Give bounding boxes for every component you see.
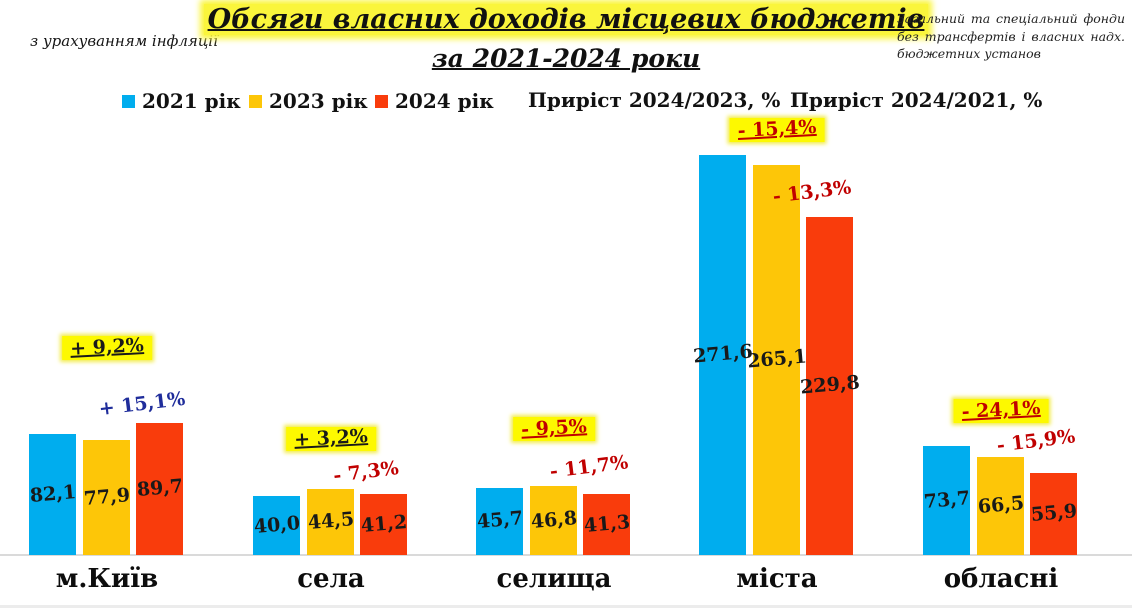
legend-swatch-1: [122, 94, 135, 108]
bar-series2-group3: [530, 486, 577, 555]
bar-series1-group3: [476, 487, 523, 555]
annotation-2024-2023-group1: + 15,1%: [97, 387, 186, 421]
legend-item-2: 2023 рік: [249, 89, 368, 113]
legend-label-1: 2021 рік: [142, 89, 241, 113]
annotation-2024-2023-group5: - 15,9%: [995, 424, 1076, 457]
note-funds: Загальний та спеціальний фонди без транс…: [897, 11, 1125, 61]
annotation-2024-2023-group2: - 7,3%: [331, 457, 400, 488]
bar-series1-group5: [923, 446, 970, 555]
legend-swatch-2: [249, 94, 262, 108]
chart-title: Обсяги власних доходів місцевих бюджетів…: [0, 3, 1132, 73]
category-label-group1: м.Київ: [55, 564, 159, 594]
bar-value-series3-group1: 89,7: [135, 474, 184, 501]
growth-2024-2021-header: Приріст 2024/2021, %: [790, 88, 1043, 112]
bar-series3-group5: [1030, 472, 1077, 555]
bar-series2-group4: [753, 164, 800, 555]
legend-item-3: 2024 рік: [375, 89, 494, 113]
x-axis-baseline: [0, 554, 1132, 556]
bar-series1-group1: [29, 434, 76, 555]
annotation-2024-2021-group5: - 24,1%: [953, 397, 1049, 424]
annotation-2024-2021-group4: - 15,4%: [729, 115, 825, 142]
annotation-2024-2021-text-group5: - 24,1%: [961, 397, 1041, 424]
annotation-2024-2023-group3: - 11,7%: [548, 451, 629, 483]
bar-series3-group1: [136, 422, 183, 555]
legend-label-2: 2023 рік: [269, 89, 368, 113]
title-line-1: Обсяги власних доходів місцевих бюджетів: [0, 3, 1132, 36]
bar-series3-group3: [583, 494, 630, 555]
bar-value-series3-group4: 229,8: [798, 371, 861, 399]
category-label-group3: селища: [496, 564, 612, 594]
annotation-2024-2021-group1: + 9,2%: [62, 334, 152, 361]
growth-2024-2023-header: Приріст 2024/2023, %: [528, 88, 781, 112]
category-label-group4: міста: [736, 564, 818, 594]
annotation-2024-2021-text-group4: - 15,4%: [737, 115, 817, 142]
annotation-2024-2021-group2: + 3,2%: [286, 425, 376, 452]
bar-series2-group2: [307, 489, 354, 555]
category-label-group2: села: [297, 564, 365, 594]
bar-series1-group2: [253, 496, 300, 555]
bar-series3-group4: [806, 216, 853, 555]
legend-swatch-3: [375, 94, 388, 108]
legend-label-3: 2024 рік: [395, 89, 494, 113]
bar-series3-group2: [360, 494, 407, 555]
bar-series2-group1: [83, 440, 130, 555]
annotation-2024-2021-text-group3: - 9,5%: [520, 415, 588, 441]
annotation-2024-2021-group3: - 9,5%: [513, 415, 595, 442]
annotation-2024-2021-text-group1: + 9,2%: [69, 334, 145, 361]
legend-item-1: 2021 рік: [122, 89, 241, 113]
bar-series1-group4: [699, 155, 746, 555]
title-line-2: за 2021-2024 роки: [431, 44, 701, 73]
annotation-2024-2021-text-group2: + 3,2%: [293, 425, 369, 452]
category-label-group5: обласні: [943, 564, 1059, 594]
bar-series2-group5: [977, 457, 1024, 555]
note-inflation: з урахуванням інфляції: [30, 32, 218, 50]
